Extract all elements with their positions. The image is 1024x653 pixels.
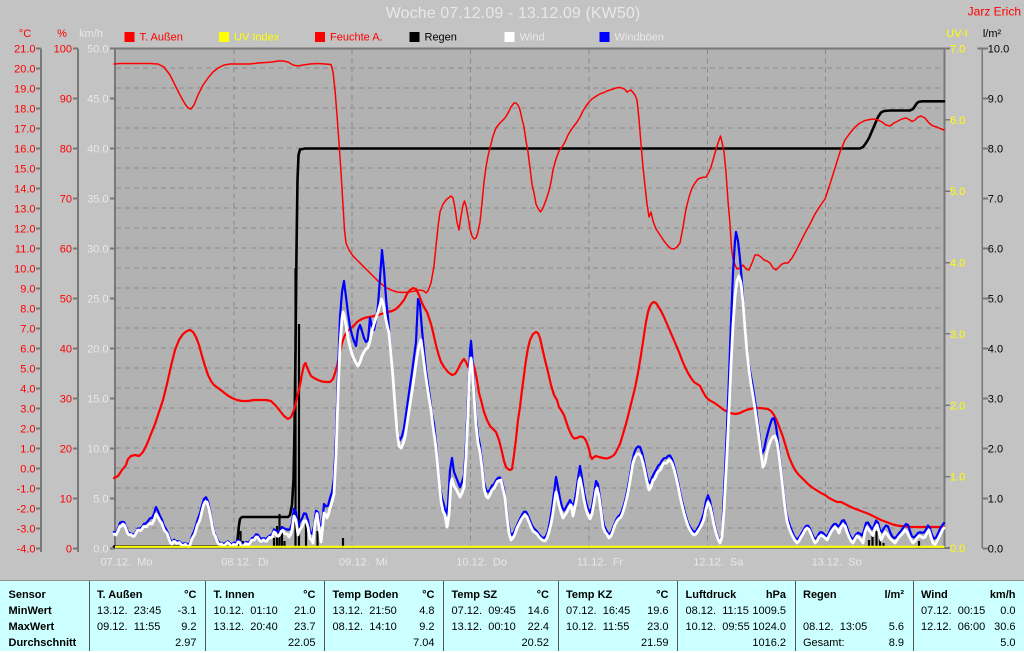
svg-text:40: 40 [60, 344, 72, 356]
svg-text:10.12. Do: 10.12. Do [456, 557, 507, 569]
svg-text:45.0: 45.0 [87, 94, 108, 106]
svg-text:9.0: 9.0 [20, 284, 35, 296]
svg-text:Feuchte A.: Feuchte A. [330, 32, 383, 44]
svg-text:0: 0 [66, 544, 72, 556]
svg-text:Wind: Wind [520, 32, 545, 44]
svg-text:Woche 07.12.09 - 13.12.09 (KW5: Woche 07.12.09 - 13.12.09 (KW50) [386, 5, 641, 22]
svg-text:90: 90 [60, 94, 72, 106]
svg-text:0.0: 0.0 [950, 543, 965, 555]
svg-text:7.0: 7.0 [988, 194, 1003, 206]
svg-text:11.12. Fr: 11.12. Fr [577, 557, 624, 569]
svg-text:3.0: 3.0 [950, 329, 965, 341]
svg-text:0.0: 0.0 [988, 544, 1003, 556]
svg-text:50: 50 [60, 294, 72, 306]
svg-text:15.0: 15.0 [14, 164, 35, 176]
svg-text:0.0: 0.0 [93, 544, 108, 556]
svg-text:Regen: Regen [425, 32, 457, 44]
svg-text:5.0: 5.0 [20, 364, 35, 376]
svg-text:8.0: 8.0 [988, 144, 1003, 156]
svg-text:1.0: 1.0 [950, 472, 965, 484]
svg-text:T. Außen: T. Außen [140, 32, 183, 44]
svg-text:100: 100 [54, 44, 72, 56]
svg-text:80: 80 [60, 144, 72, 156]
svg-text:6.0: 6.0 [988, 244, 1003, 256]
svg-text:Windböen: Windböen [615, 32, 665, 44]
svg-text:°C: °C [19, 28, 31, 40]
svg-text:25.0: 25.0 [87, 294, 108, 306]
svg-text:UV-I: UV-I [946, 28, 967, 40]
svg-text:09.12. Mi: 09.12. Mi [339, 557, 387, 569]
svg-text:12.0: 12.0 [14, 224, 35, 236]
svg-text:20.0: 20.0 [14, 64, 35, 76]
svg-text:08.12. Di: 08.12. Di [221, 557, 268, 569]
svg-text:20: 20 [60, 444, 72, 456]
svg-text:18.0: 18.0 [14, 104, 35, 116]
svg-text:11.0: 11.0 [15, 244, 36, 256]
svg-text:-1.0: -1.0 [17, 484, 36, 496]
svg-text:10.0: 10.0 [87, 444, 108, 456]
svg-text:4.0: 4.0 [950, 258, 965, 270]
svg-text:2.0: 2.0 [950, 400, 965, 412]
svg-text:10: 10 [60, 494, 72, 506]
svg-text:6.0: 6.0 [20, 344, 35, 356]
svg-text:8.0: 8.0 [20, 304, 35, 316]
svg-text:4.0: 4.0 [988, 344, 1003, 356]
svg-text:1.0: 1.0 [988, 494, 1003, 506]
svg-text:1.0: 1.0 [20, 444, 35, 456]
svg-text:50.0: 50.0 [87, 44, 108, 56]
svg-text:30: 30 [60, 394, 72, 406]
svg-text:-2.0: -2.0 [17, 504, 36, 516]
svg-text:10.0: 10.0 [14, 264, 35, 276]
svg-text:2.0: 2.0 [20, 424, 35, 436]
svg-text:l/m²: l/m² [983, 28, 1002, 40]
svg-text:Jarz Erich: Jarz Erich [968, 5, 1021, 19]
svg-text:60: 60 [60, 244, 72, 256]
svg-text:0.0: 0.0 [20, 464, 35, 476]
svg-text:km/h: km/h [79, 28, 103, 40]
svg-text:13.0: 13.0 [14, 204, 35, 216]
svg-text:%: % [57, 28, 67, 40]
svg-text:-4.0: -4.0 [17, 544, 36, 556]
svg-text:19.0: 19.0 [14, 84, 35, 96]
svg-text:6.0: 6.0 [950, 115, 965, 127]
svg-text:40.0: 40.0 [87, 144, 108, 156]
svg-text:7.0: 7.0 [950, 44, 965, 56]
svg-text:3.0: 3.0 [988, 394, 1003, 406]
svg-text:13.12. So: 13.12. So [812, 557, 862, 569]
svg-text:35.0: 35.0 [87, 194, 108, 206]
svg-text:3.0: 3.0 [20, 404, 35, 416]
svg-text:5.0: 5.0 [988, 294, 1003, 306]
svg-text:4.0: 4.0 [20, 384, 35, 396]
svg-text:-3.0: -3.0 [17, 524, 36, 536]
svg-text:12.12. Sa: 12.12. Sa [693, 557, 744, 569]
svg-text:10.0: 10.0 [988, 44, 1009, 56]
svg-text:21.0: 21.0 [14, 44, 35, 56]
svg-text:2.0: 2.0 [988, 444, 1003, 456]
svg-text:14.0: 14.0 [14, 184, 35, 196]
svg-text:30.0: 30.0 [87, 244, 108, 256]
svg-text:9.0: 9.0 [988, 94, 1003, 106]
svg-text:15.0: 15.0 [87, 394, 108, 406]
svg-text:70: 70 [60, 194, 72, 206]
svg-text:20.0: 20.0 [87, 344, 108, 356]
svg-text:5.0: 5.0 [950, 186, 965, 198]
svg-text:17.0: 17.0 [14, 124, 35, 136]
svg-text:7.0: 7.0 [20, 324, 35, 336]
svg-text:5.0: 5.0 [93, 494, 108, 506]
svg-text:16.0: 16.0 [14, 144, 35, 156]
svg-text:UV Index: UV Index [234, 32, 280, 44]
svg-text:07.12. Mo: 07.12. Mo [101, 557, 153, 569]
